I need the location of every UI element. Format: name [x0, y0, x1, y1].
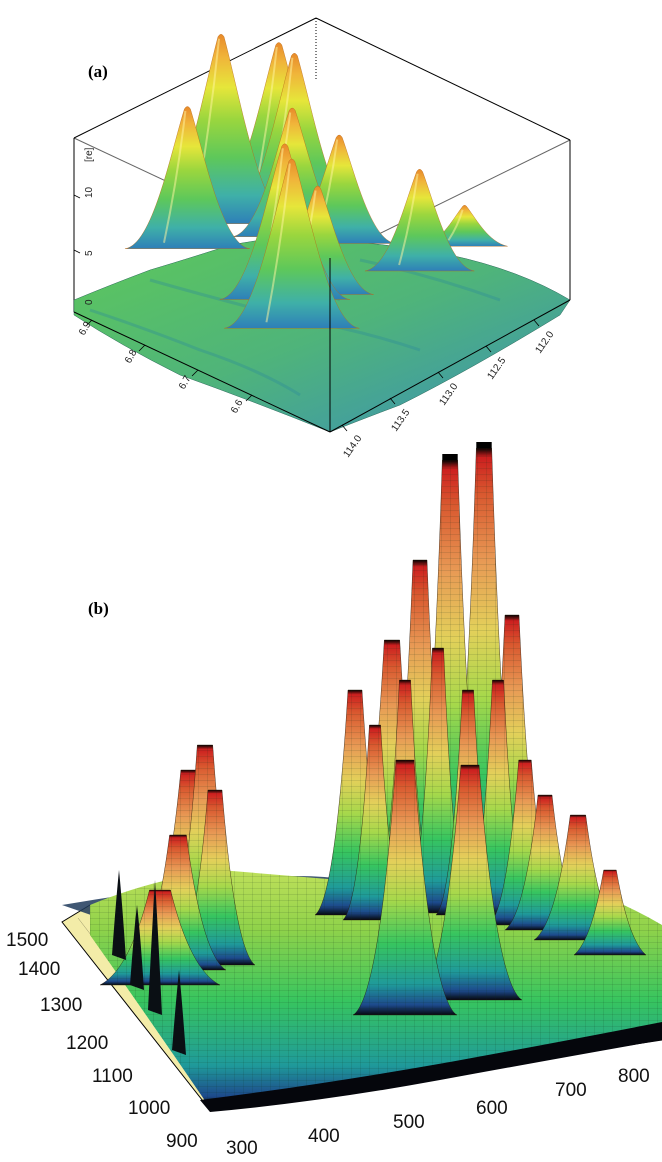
panel-a-x-tick: 113.0 [437, 381, 460, 408]
panel-a-x-tick: 112.0 [533, 329, 556, 356]
panel-b-y-tick: 1500 [6, 930, 48, 951]
panel-b-x-tick: 800 [618, 1066, 650, 1087]
surface-ridge-cap [476, 442, 492, 448]
panel-a-peaks [124, 34, 508, 329]
panel-a-z-tick: 10 [84, 186, 95, 198]
panel-a-z-unit: [re] [84, 147, 95, 162]
surface-ridge-mesh [100, 890, 220, 985]
panel-a-x-tick: 114.0 [341, 433, 364, 460]
panel-a-tick-marks [73, 194, 540, 432]
surface-peak-highlight [398, 173, 419, 266]
panel-a-x-tick: 113.5 [389, 407, 412, 434]
panel-b-y-tick: 1000 [128, 1098, 170, 1119]
panel-b-side-spikes [112, 870, 186, 1055]
panel-a-z-tick: 5 [84, 250, 95, 256]
panel-a-x-tick: 112.5 [485, 355, 508, 382]
panel-b-x-tick: 300 [226, 1138, 258, 1159]
panel-a-z-tick: 0 [84, 299, 95, 305]
panel-b-y-tick: 1400 [18, 959, 60, 980]
panel-a-y-tick: 6.6 [229, 398, 246, 416]
surface-ridge-cap [442, 454, 458, 460]
panel-b-y-tick: 1100 [92, 1066, 133, 1087]
panel-b: (b) 300 400 500 600 700 800 900 1000 110… [6, 442, 662, 1159]
panel-a: (a) [73, 17, 571, 460]
panel-a-floor [73, 238, 571, 433]
panel-b-x-tick: 400 [308, 1126, 340, 1147]
panel-b-label: (b) [88, 599, 109, 618]
panel-b-y-tick: 900 [166, 1131, 198, 1152]
panel-b-y-tick: 1300 [40, 995, 82, 1016]
surface-ridge-mesh [574, 870, 646, 955]
surface-peak-highlight [265, 163, 291, 323]
surface-peak [124, 106, 250, 249]
panel-b-y-tick: 1200 [66, 1033, 108, 1054]
panel-a-front-edges [73, 258, 571, 433]
panel-b-x-tick: 500 [393, 1112, 425, 1133]
surface-peak [364, 169, 475, 272]
panel-b-front-edge [200, 1022, 662, 1112]
surface-peak-highlight [447, 209, 464, 241]
surface-ridge-mesh [353, 760, 457, 1015]
panel-b-x-tick: 600 [476, 1098, 508, 1119]
panel-b-peaks [99, 442, 647, 1016]
surface-peak [224, 158, 360, 329]
panel-b-x-tick: 700 [555, 1080, 587, 1101]
panel-a-label: (a) [88, 62, 108, 81]
surface-peak-highlight [163, 110, 187, 243]
surface-ridge-mesh [418, 765, 522, 1000]
